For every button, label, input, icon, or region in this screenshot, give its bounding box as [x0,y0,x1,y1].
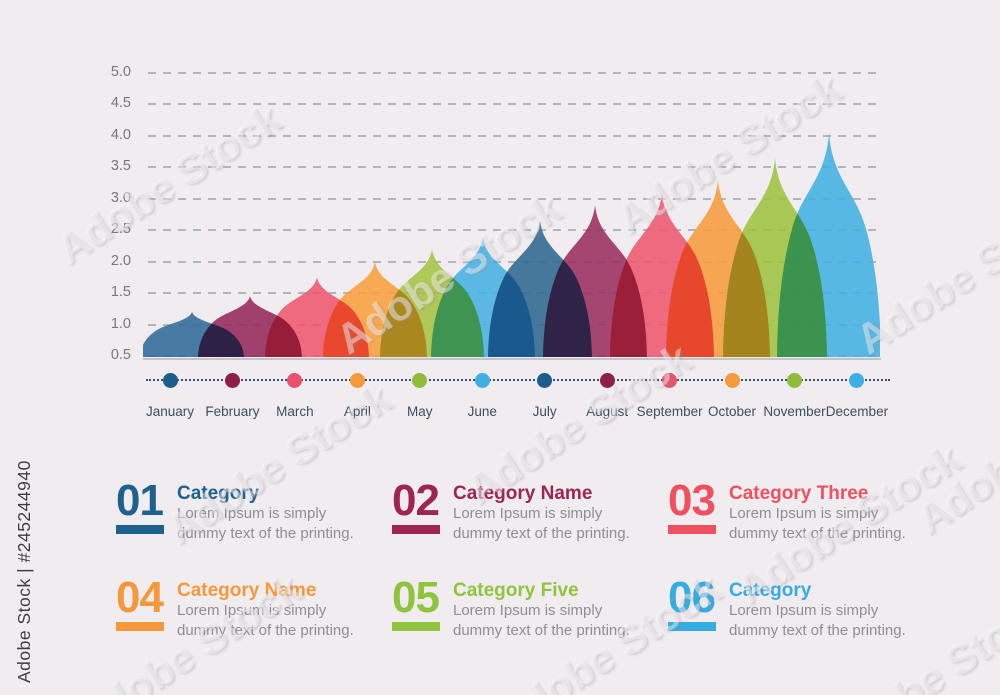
timeline-dot-october [724,373,740,388]
month-label-february: February [205,404,260,419]
gridline [148,229,880,232]
month-label-august: August [586,404,629,419]
gridline [148,260,880,263]
legend-text-block: Category Lorem Ipsum is simply dummy tex… [177,481,354,543]
timeline-dot-july [537,373,553,388]
legend-item-line1: Lorem Ipsum is simply [729,602,879,619]
legend-item-line2: dummy text of the printing. [453,524,630,542]
y-axis-tick-label: 3.5 [110,158,131,175]
month-label-june: June [467,404,497,419]
gridline [148,71,880,74]
legend-number-block: 02 [392,476,440,543]
y-axis-tick-label: 2.0 [110,252,131,269]
legend-text-block: Category Five Lorem Ipsum is simply dumm… [453,578,630,640]
timeline-dot-january [162,373,178,388]
legend-number-block: 01 [116,476,164,543]
legend-text-block: Category Name Lorem Ipsum is simply dumm… [453,481,630,543]
legend-item-line1: Lorem Ipsum is simply [177,505,327,522]
timeline-dot-april [349,373,365,388]
y-axis-tick-label: 4.0 [110,126,131,143]
legend-item-line2: dummy text of the printing. [453,621,630,639]
legend-text-block: Category Lorem Ipsum is simply dummy tex… [729,578,906,640]
timeline-dotted-line [146,379,890,381]
legend-item-line2: dummy text of the printing. [729,621,906,639]
legend-number: 04 [116,573,164,622]
legend-number: 06 [668,573,716,622]
y-axis-tick-label: 1.0 [110,315,131,332]
timeline-dot-february [224,373,240,388]
legend-item-title: Category Name [453,483,593,504]
x-axis-baseline [143,358,881,360]
legend-item: 01 Category Lorem Ipsum is simply dummy … [116,476,381,543]
month-label-march: March [276,404,314,419]
month-label-september: September [636,404,703,419]
legend-number-underline [116,525,164,534]
legend-item: 06 Category Lorem Ipsum is simply dummy … [668,573,933,640]
legend-item-title: Category [177,483,260,504]
month-label-may: May [407,404,433,419]
legend-text-block: Category Name Lorem Ipsum is simply dumm… [177,578,354,640]
y-axis-tick-label: 1.5 [110,284,131,301]
legend-number-underline [668,525,716,534]
legend-number: 03 [668,476,716,525]
timeline-dot-november [787,373,802,388]
legend-number-block: 05 [392,573,440,640]
gridline [148,166,880,169]
legend-item: 04 Category Name Lorem Ipsum is simply d… [116,573,381,640]
legend-text-block: Category Three Lorem Ipsum is simply dum… [729,481,906,543]
area-shape-december [777,132,880,357]
legend-item: 02 Category Name Lorem Ipsum is simply d… [392,476,657,543]
legend-item-line2: dummy text of the printing. [177,621,354,639]
legend-item-line2: dummy text of the printing. [177,524,354,542]
legend-number-block: 03 [668,476,716,543]
timeline-dot-june [474,373,490,388]
legend-number-underline [392,622,440,631]
legend-number-underline [116,622,164,631]
legend-item: 03 Category Three Lorem Ipsum is simply … [668,476,933,543]
legend-item-line1: Lorem Ipsum is simply [453,505,603,522]
legend-number: 02 [392,476,440,525]
month-label-april: April [343,404,371,419]
gridline [148,197,880,200]
y-axis-tick-label: 0.5 [110,347,131,363]
legend-item-title: Category [729,580,812,601]
timeline-dot-march [287,373,303,388]
legend-item-line1: Lorem Ipsum is simply [177,602,327,619]
legend-number-block: 04 [116,573,164,640]
legend-item-line1: Lorem Ipsum is simply [453,602,603,619]
legend-number: 05 [392,573,440,622]
month-label-july: July [532,404,557,419]
legend-number: 01 [116,476,164,525]
legend-item: 05 Category Five Lorem Ipsum is simply d… [392,573,657,640]
legend-number-block: 06 [668,573,716,640]
y-axis-tick-label: 3.0 [110,189,131,206]
timeline-dot-december [849,373,865,388]
legend-item-line1: Lorem Ipsum is simply [729,505,879,522]
timeline-dot-august [599,373,615,388]
legend-item-title: Category Three [729,483,869,504]
legend-item-title: Category Name [177,580,317,601]
month-label-january: January [145,404,195,419]
y-axis-tick-label: 2.5 [110,221,131,238]
timeline-dot-may [412,373,428,388]
legend-number-underline [668,622,716,631]
month-label-october: October [708,404,757,419]
month-label-november: November [763,404,826,419]
gridline [148,103,880,106]
watermark-id-text: Adobe Stock | #245244940 [14,460,34,683]
timeline-dot-september [662,373,678,388]
legend-item-title: Category Five [453,580,579,601]
legend-item-line2: dummy text of the printing. [729,524,906,542]
legend-number-underline [392,525,440,534]
y-axis-tick-label: 4.5 [110,95,131,112]
y-axis-tick-label: 5.0 [110,63,131,80]
gridline [148,134,880,137]
month-label-december: December [825,404,889,419]
